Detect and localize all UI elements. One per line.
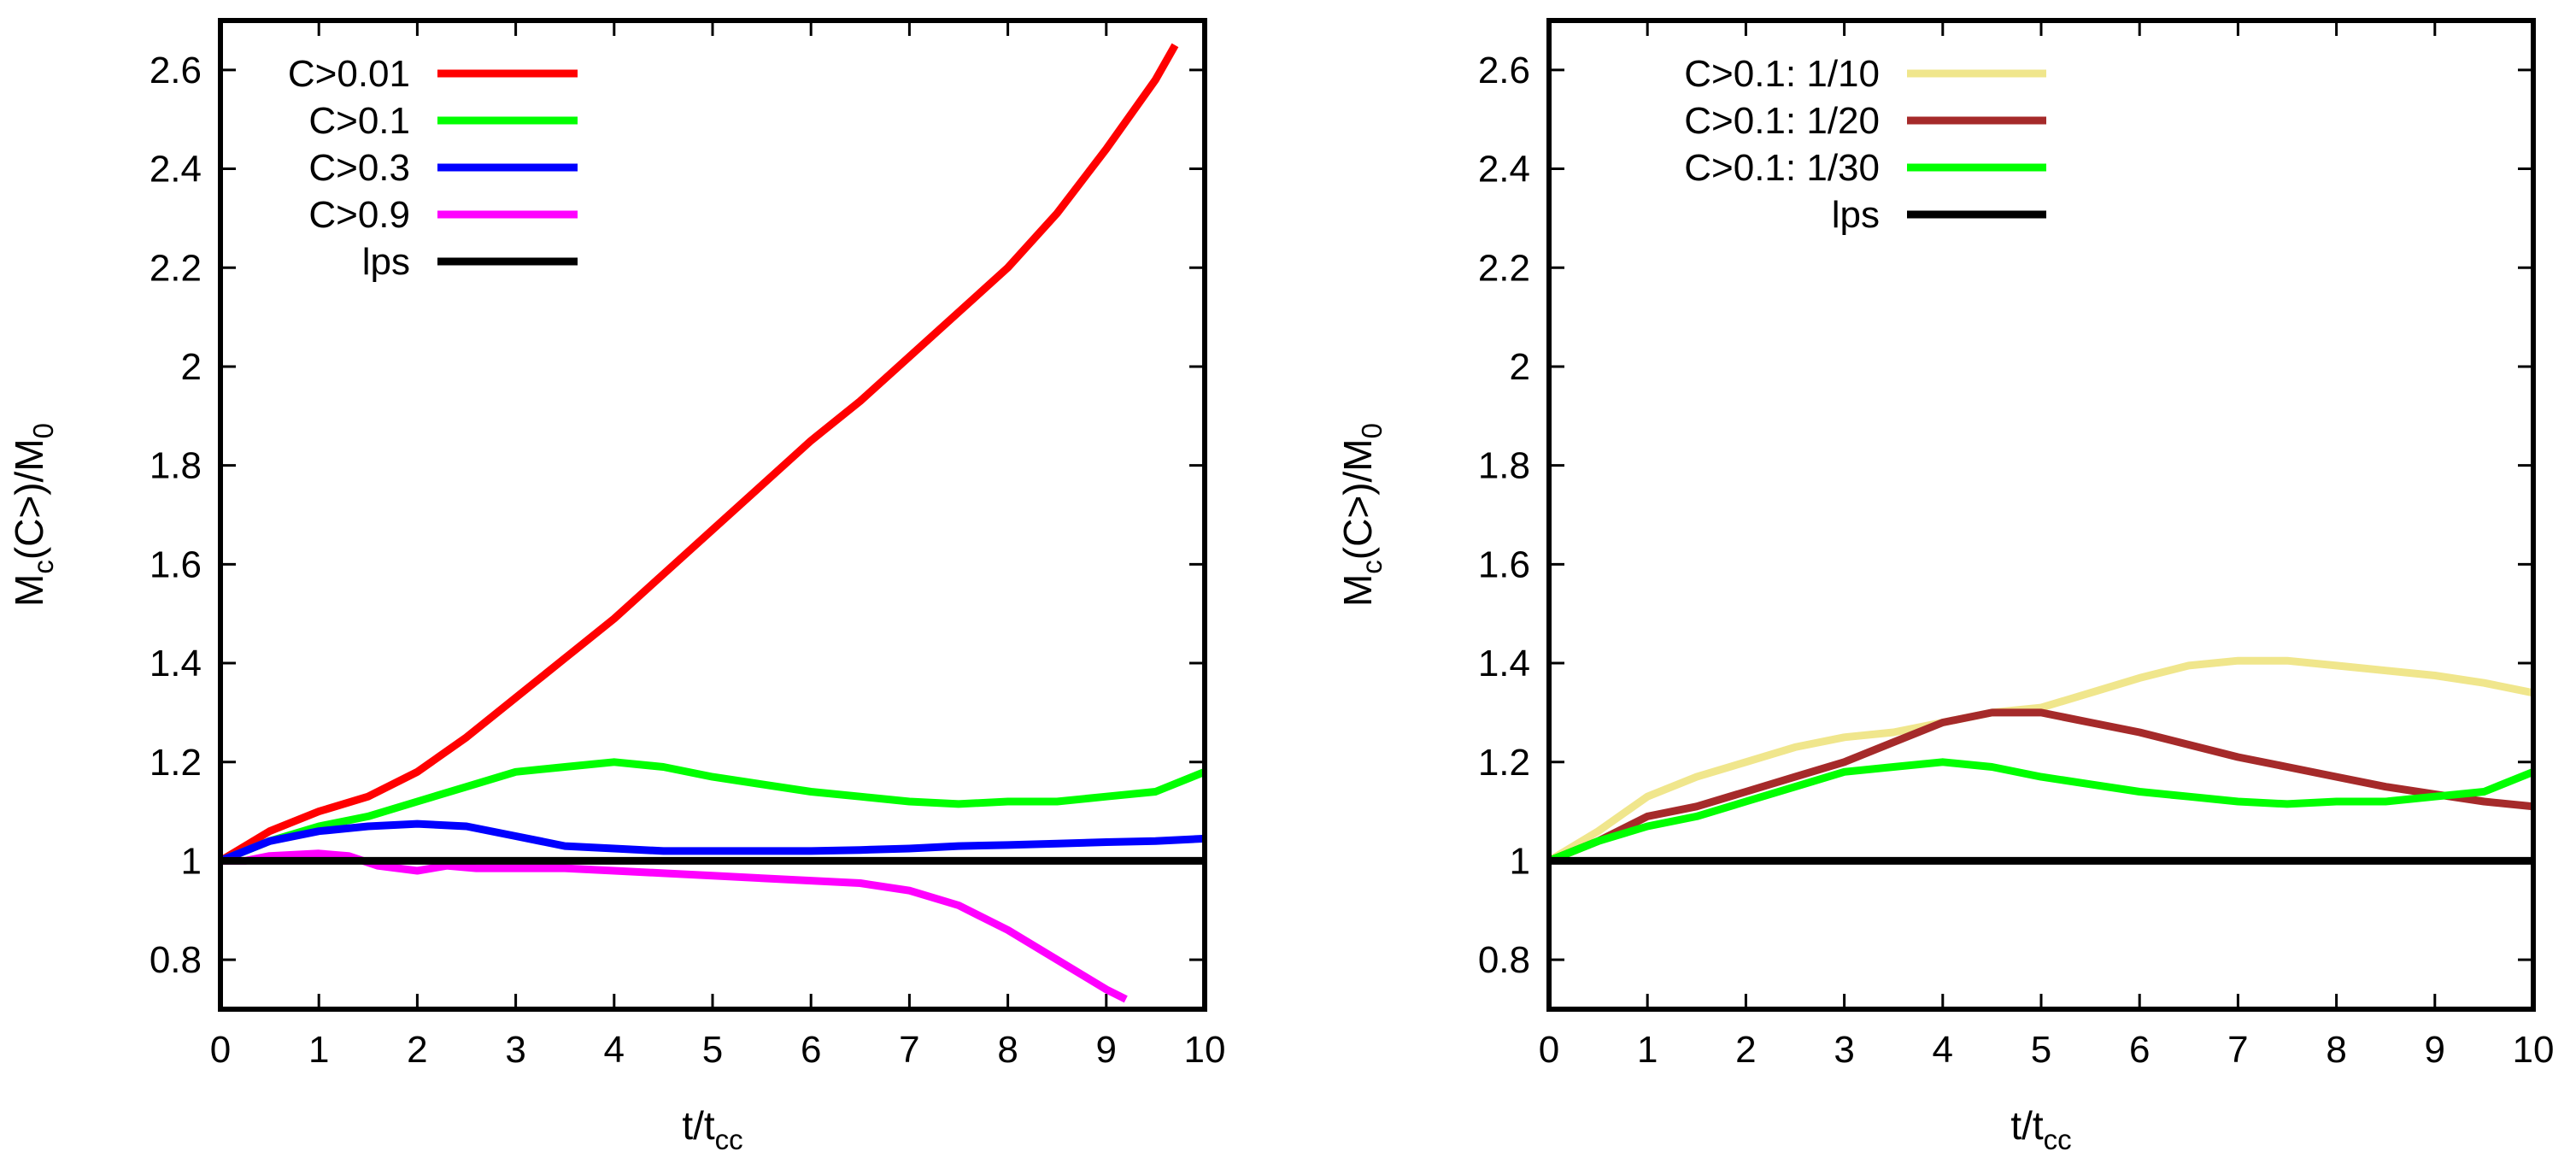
y-tick-label: 1.8 [1478,445,1530,487]
x-tick-label: 1 [1637,1029,1658,1071]
legend-label: lps [362,241,410,283]
x-tick-label: 3 [1834,1029,1854,1071]
x-tick-label: 3 [505,1029,525,1071]
y-tick-label: 1.2 [1478,742,1530,784]
legend-label: C>0.01 [288,53,410,95]
plot-frame [218,18,1207,1012]
series-line-c-0-9 [220,849,1128,1003]
x-tick-label: 5 [702,1029,723,1071]
x-tick-label: 2 [407,1029,427,1071]
x-tick-label: 1 [308,1029,329,1071]
x-tick-label: 0 [210,1029,231,1071]
x-tick-label: 7 [899,1029,919,1071]
series-line-c-0-01 [220,43,1179,865]
y-tick-label: 2.4 [1478,149,1530,191]
y-tick-label: 2.4 [150,149,202,191]
legend-label: C>0.1 [308,100,410,142]
y-tick-label: 0.8 [1478,939,1530,981]
y-tick-label: 1.4 [1478,643,1530,684]
y-tick-label: 1.6 [150,543,202,585]
legend-label: C>0.1: 1/10 [1684,53,1880,95]
y-tick-label: 2.6 [1478,50,1530,91]
chart-panel-2: 0 1 2 3 4 5 6 7 8 9 10 0.8 1 1.2 1.4 1.6 1.8 2 2.2 2.4 2.6 C>… [1335,18,2555,1155]
y-axis-label: Mc(C>)/M0 [1335,423,1388,607]
chart-panel-1: 0 1 2 3 4 5 6 7 8 9 10 0.8 1 1.2 1.4 1.6 1.8 2 2.2 2.4 2.6 C>… [7,18,1226,1155]
x-tick-label: 6 [801,1029,821,1071]
y-tick-label: 0.8 [150,939,202,981]
x-tick-label: 7 [2227,1029,2248,1071]
x-tick-label: 9 [2425,1029,2445,1071]
y-tick-label: 2 [1510,346,1530,388]
series-group [220,43,1205,1003]
legend: C>0.01 C>0.1 C>0.3 C>0.9 lps [288,53,578,283]
series-line-c-0-1-1-30 [1549,758,2533,865]
x-tick-label: 2 [1735,1029,1756,1071]
series-line-c-0-1-1-10 [1549,656,2533,865]
y-tick-label: 1.4 [150,643,202,684]
x-tick-label: 10 [2513,1029,2555,1071]
y-tick-label: 1.2 [150,742,202,784]
y-axis-label: Mc(C>)/M0 [7,423,59,607]
y-tick-label: 1 [1510,840,1530,882]
x-tick-label: 6 [2129,1029,2150,1071]
legend-label: C>0.1: 1/30 [1684,147,1880,189]
x-axis-label: t/tcc [2010,1103,2071,1155]
y-tick-label: 2.2 [1478,247,1530,289]
legend-label: C>0.3 [308,147,410,189]
x-tick-label: 4 [604,1029,625,1071]
y-tick-label: 2 [181,346,202,388]
x-tick-label: 9 [1096,1029,1117,1071]
y-tick-label: 1.8 [150,445,202,487]
x-tick-label: 4 [1933,1029,1953,1071]
y-tick-label: 2.6 [150,50,202,91]
series-line-c-0-3 [220,819,1205,865]
y-tick-label: 2.2 [150,247,202,289]
legend-label: C>0.9 [308,194,410,236]
x-tick-label: 8 [997,1029,1018,1071]
x-tick-label: 8 [2326,1029,2346,1071]
series-line-c-0-1-1-20 [1549,708,2533,865]
y-tick-label: 1 [181,840,202,882]
y-tick-label: 1.6 [1478,543,1530,585]
legend-label: lps [1832,194,1880,236]
legend: C>0.1: 1/10 C>0.1: 1/20 C>0.1: 1/30 lps [1684,53,2046,236]
legend-label: C>0.1: 1/20 [1684,100,1880,142]
series-line-c-0-1 [220,758,1205,865]
plot-frame [1546,18,2536,1012]
series-group [1549,656,2533,865]
x-axis-label: t/tcc [682,1103,742,1155]
x-tick-label: 0 [1539,1029,1559,1071]
x-tick-label: 5 [2031,1029,2051,1071]
x-tick-label: 10 [1184,1029,1226,1071]
